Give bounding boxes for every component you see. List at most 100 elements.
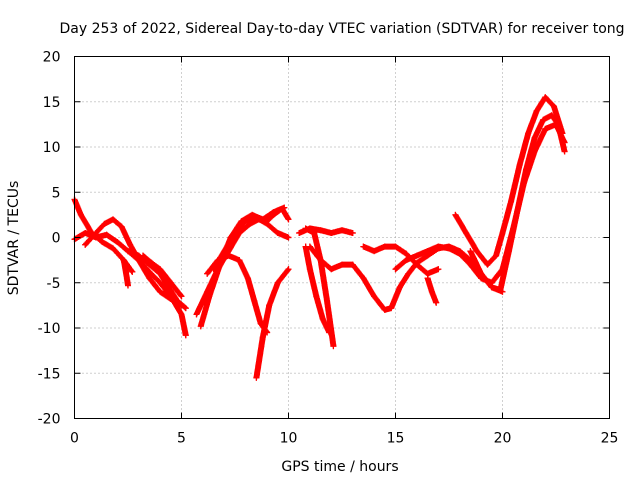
data-point: [244, 275, 251, 282]
data-point: [270, 209, 277, 216]
data-point: [157, 266, 164, 273]
data-point: [531, 134, 538, 141]
data-point: [371, 248, 378, 255]
data-point: [413, 252, 420, 259]
data-point: [360, 275, 367, 282]
series-arc-12: [302, 225, 337, 350]
data-point: [540, 116, 547, 123]
series-arc-19: [452, 94, 566, 268]
data-point: [388, 305, 395, 312]
data-point: [92, 229, 99, 236]
data-point: [433, 299, 440, 306]
data-point: [424, 248, 431, 255]
data-point: [360, 243, 367, 250]
data-point: [174, 297, 181, 304]
data-point: [561, 148, 568, 155]
series-arc-10: [253, 266, 292, 381]
grid: [74, 56, 610, 419]
data-point: [110, 245, 117, 252]
data-point: [467, 248, 474, 255]
data-point: [225, 252, 232, 259]
axis-ticks: 0 5 10 15 20 25 -20 -15 -10 -5 0 5 10 15 20: [38, 50, 619, 447]
data-point: [266, 302, 273, 309]
data-marks: [302, 225, 337, 350]
data-point: [101, 220, 108, 227]
data-point: [328, 229, 335, 236]
data-point: [435, 243, 442, 250]
data-point: [510, 225, 517, 232]
data-point: [206, 293, 213, 300]
y-tick-label: -10: [38, 321, 61, 337]
x-tick-label: 15: [387, 431, 405, 447]
y-tick-label: -5: [47, 276, 61, 292]
data-point: [428, 288, 435, 295]
data-point: [178, 293, 185, 300]
series-arc-13: [302, 243, 333, 336]
data-point: [349, 261, 356, 268]
y-axis-label: SDTVAR / TECUs: [6, 181, 22, 296]
data-point: [77, 211, 84, 218]
data-point: [488, 279, 495, 286]
data-point: [82, 241, 89, 248]
data-point: [274, 279, 281, 286]
data-point: [446, 245, 452, 252]
data-point: [497, 286, 504, 293]
data-point: [533, 107, 540, 114]
data-point: [264, 220, 271, 227]
data-point: [520, 180, 527, 187]
data-point: [178, 311, 185, 318]
data-point: [456, 250, 463, 257]
data-point: [125, 248, 131, 255]
data-point: [118, 223, 125, 230]
data-point: [285, 216, 292, 223]
data-point: [371, 293, 378, 300]
data-point: [285, 234, 292, 241]
data-point: [82, 229, 89, 236]
data-point: [232, 229, 238, 236]
data-point: [499, 229, 506, 236]
x-tick-label: 5: [177, 431, 186, 447]
data-point: [493, 252, 500, 259]
data-point: [392, 243, 399, 250]
y-tick-label: -15: [38, 366, 61, 382]
series-arc-11: [210, 214, 292, 273]
data-point: [525, 130, 532, 137]
data-point: [542, 94, 549, 101]
data-point: [381, 243, 388, 250]
y-tick-label: 10: [43, 140, 61, 156]
data-point: [484, 261, 491, 268]
data-point: [139, 252, 146, 259]
data-point: [319, 315, 326, 322]
y-tick-label: 5: [52, 185, 61, 201]
data-point: [204, 270, 211, 277]
data-point: [435, 266, 442, 273]
y-tick-label: 15: [43, 95, 61, 111]
data-point: [313, 293, 320, 300]
data-point: [99, 239, 106, 246]
data-point: [157, 288, 164, 295]
data-point: [452, 211, 459, 218]
data-point: [253, 374, 260, 381]
data-point: [285, 266, 292, 273]
data-point: [306, 225, 313, 232]
data-marks: [435, 121, 568, 286]
data-point: [259, 334, 266, 341]
data-point: [210, 266, 217, 273]
data-point: [167, 296, 174, 303]
data-point: [146, 275, 153, 282]
data-point: [236, 257, 243, 264]
data-point: [324, 297, 331, 304]
data-point: [392, 266, 399, 273]
data-point: [396, 284, 403, 291]
data-point: [531, 148, 538, 155]
data-point: [542, 125, 549, 132]
y-tick-label: -20: [38, 412, 61, 428]
data-point: [403, 257, 410, 264]
data-point: [306, 266, 313, 273]
x-tick-label: 20: [494, 431, 512, 447]
data-point: [193, 311, 200, 318]
data-point: [317, 227, 324, 234]
data-point: [516, 162, 523, 169]
x-tick-label: 10: [280, 431, 298, 447]
